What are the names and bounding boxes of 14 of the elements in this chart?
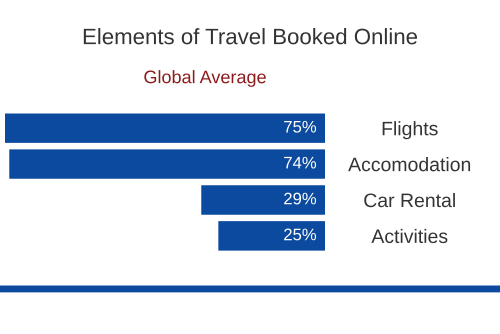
bar [218,221,325,251]
bar [5,113,325,143]
bar [9,149,325,179]
data-label: 29% [284,192,316,204]
y-tick-label: Activities [371,228,448,244]
data-label: 25% [284,228,316,240]
chart-subtitle: Global Average [144,70,266,87]
y-tick-label: Accomodation [348,157,470,172]
chart-title: Elements of Travel Booked Online [84,28,418,44]
data-label: 74% [284,156,316,168]
bar [201,185,325,215]
y-tick-label: Car Rental [364,192,455,208]
data-label: 75% [284,120,316,133]
y-tick-label: Flights [382,121,438,140]
